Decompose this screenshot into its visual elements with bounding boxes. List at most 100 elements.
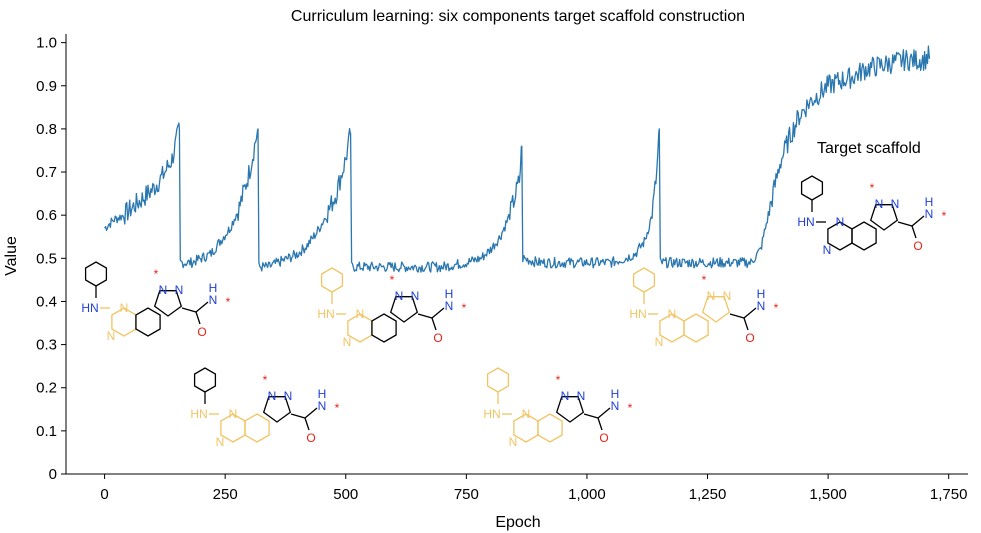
pyrimidine-n2-label: N — [107, 329, 116, 343]
phenyl-ring — [800, 175, 824, 201]
y-tick-label: 0.2 — [36, 380, 57, 397]
pyrazole-ring — [555, 396, 585, 423]
molecule-component-1: HN NNN N*OHN * — [81, 261, 231, 343]
pyrimidine-n2-label: N — [823, 243, 832, 257]
y-tick-label: 1.0 — [36, 35, 57, 52]
x-axis-title: Epoch — [495, 514, 540, 531]
phenyl-ring — [320, 267, 344, 293]
phenyl-ring — [193, 367, 217, 393]
attachment-star: * — [390, 273, 395, 287]
pyrimidine-n1-label: N — [120, 301, 129, 315]
amine-label: HN — [483, 407, 500, 421]
bond — [304, 407, 318, 419]
bond — [181, 307, 197, 313]
annotation-target-scaffold: Target scaffold — [817, 140, 921, 157]
phenyl-ring — [632, 267, 656, 293]
x-tick-label: 500 — [333, 486, 358, 503]
attachment-star: * — [154, 267, 159, 281]
attachment-star: * — [263, 373, 268, 387]
x-tick-label: 1,000 — [568, 486, 606, 503]
amide-n-label: N — [318, 399, 327, 413]
amine-label: HN — [190, 407, 207, 421]
cyclohexane-ring — [135, 307, 161, 337]
attachment-star: * — [556, 373, 561, 387]
y-tick-label: 0.9 — [36, 78, 57, 95]
pyrazole-n2-label: N — [284, 389, 293, 403]
amide-n-label: N — [445, 299, 454, 313]
phenyl-ring — [486, 367, 510, 393]
oxygen-label: O — [913, 239, 922, 253]
pyrazole-ring — [701, 296, 731, 323]
amine-label: HN — [317, 307, 334, 321]
pyrimidine-n1-label: N — [356, 307, 365, 321]
pyrazole-n2-label: N — [891, 197, 900, 211]
molecule-component-3: HN NNN N*OHN * — [317, 267, 467, 349]
bond — [597, 417, 603, 431]
attachment-star: * — [335, 401, 340, 415]
amide-h-label: H — [925, 195, 934, 209]
amide-h-label: H — [445, 287, 454, 301]
amine-label: HN — [81, 301, 98, 315]
cyclohexane-ring — [244, 413, 270, 443]
y-tick-label: 0.7 — [36, 164, 57, 181]
attachment-star: * — [942, 209, 947, 223]
amide-h-label: H — [318, 387, 327, 401]
x-tick-label: 0 — [100, 486, 108, 503]
attachment-star: * — [462, 301, 467, 315]
y-tick-label: 0.5 — [36, 250, 57, 267]
attachment-star: * — [774, 301, 779, 315]
pyrazole-n2-label: N — [723, 289, 732, 303]
bond — [195, 301, 209, 313]
x-tick-label: 1,500 — [809, 486, 847, 503]
y-tick-label: 0.3 — [36, 337, 57, 354]
pyrazole-n2-label: N — [577, 389, 586, 403]
oxygen-label: O — [306, 431, 315, 445]
pyrazole-n1-label: N — [268, 389, 277, 403]
oxygen-label: O — [197, 325, 206, 339]
oxygen-label: O — [599, 431, 608, 445]
molecule-component-2: HN NNN N*OHN * — [190, 367, 340, 449]
amide-n-label: N — [209, 293, 218, 307]
cyclohexane-ring — [371, 313, 397, 343]
attachment-star: * — [702, 273, 707, 287]
pyrazole-ring — [869, 204, 899, 231]
y-tick-label: 0.6 — [36, 207, 57, 224]
bond — [431, 307, 445, 319]
pyrazole-n1-label: N — [395, 289, 404, 303]
amide-h-label: H — [757, 287, 766, 301]
amide-h-label: H — [611, 387, 620, 401]
bond — [897, 221, 913, 227]
x-tick-label: 750 — [454, 486, 479, 503]
bond — [290, 413, 306, 419]
phenyl-ring — [84, 261, 108, 287]
y-tick-label: 0.4 — [36, 293, 57, 310]
x-tick-label: 1,250 — [689, 486, 727, 503]
bond — [195, 311, 201, 325]
molecule-component-4: HN NNN N*OHN * — [483, 367, 633, 449]
pyrazole-ring — [389, 296, 419, 323]
y-tick-label: 0.8 — [36, 121, 57, 138]
attachment-star: * — [226, 295, 231, 309]
cyclohexane-ring — [683, 313, 709, 343]
pyrazole-n1-label: N — [707, 289, 716, 303]
oxygen-label: O — [745, 331, 754, 345]
bond — [583, 413, 599, 419]
amide-n-label: N — [757, 299, 766, 313]
molecule-structures: HN NNN N*OHN *HN NNN N*OHN *HN NNN N*OHN *HN NNN N*… — [81, 175, 947, 449]
pyrimidine-n1-label: N — [668, 307, 677, 321]
pyrazole-n1-label: N — [875, 197, 884, 211]
x-tick-label: 1,750 — [930, 486, 968, 503]
chart-title: Curriculum learning: six components targ… — [291, 8, 745, 25]
pyrimidine-n2-label: N — [655, 335, 664, 349]
pyrazole-ring — [153, 290, 183, 317]
axes: 0 0.1 0.2 0.3 0.4 0.5 0.6 0.7 0.8 0.9 1.0 0 250 500 75… — [36, 34, 968, 503]
pyrazole-ring — [262, 396, 292, 423]
bond — [597, 407, 611, 419]
pyrimidine-n1-label: N — [522, 407, 531, 421]
amine-label: HN — [629, 307, 646, 321]
bond — [743, 307, 757, 319]
molecule-target-scaffold: HN NNN N*OHN * — [797, 175, 947, 257]
y-tick-label: 0.1 — [36, 423, 57, 440]
